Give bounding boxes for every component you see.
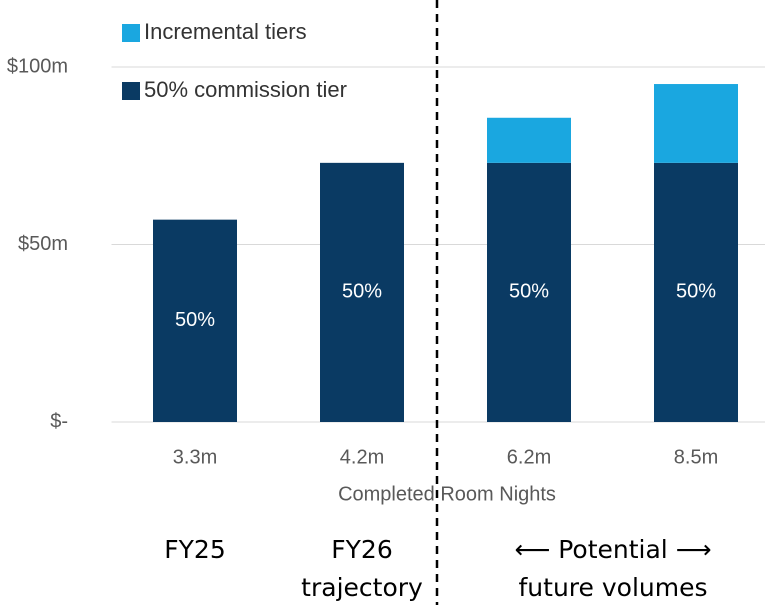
bar-segment bbox=[654, 162, 738, 422]
group-label: trajectory bbox=[301, 573, 423, 602]
y-tick-label: $- bbox=[50, 410, 68, 432]
x-axis-label: Completed Room Nights bbox=[338, 483, 556, 505]
bar-segment bbox=[320, 162, 404, 422]
group-label: FY25 bbox=[164, 535, 225, 564]
bar-label: 50% bbox=[509, 281, 549, 303]
bar-segment bbox=[487, 162, 571, 422]
bar-segment bbox=[153, 219, 237, 422]
x-tick-label: 3.3m bbox=[173, 446, 217, 468]
x-tick-label: 6.2m bbox=[507, 446, 551, 468]
legend-label: 50% commission tier bbox=[144, 77, 347, 102]
x-tick-label: 4.2m bbox=[340, 446, 384, 468]
group-label: future volumes bbox=[519, 573, 708, 602]
legend-swatch bbox=[122, 24, 140, 42]
bar-segment bbox=[487, 117, 571, 163]
bar-label: 50% bbox=[342, 281, 382, 303]
bar-segment bbox=[654, 84, 738, 163]
bar-label: 50% bbox=[175, 309, 215, 331]
legend-swatch bbox=[122, 82, 140, 100]
y-tick-label: $50m bbox=[18, 233, 68, 255]
y-tick-label: $100m bbox=[7, 55, 68, 77]
x-tick-label: 8.5m bbox=[674, 446, 718, 468]
legend-label: Incremental tiers bbox=[144, 19, 307, 44]
group-label: FY26 bbox=[331, 535, 392, 564]
bar-label: 50% bbox=[676, 281, 716, 303]
group-label: ⟵ Potential ⟶ bbox=[514, 535, 711, 564]
